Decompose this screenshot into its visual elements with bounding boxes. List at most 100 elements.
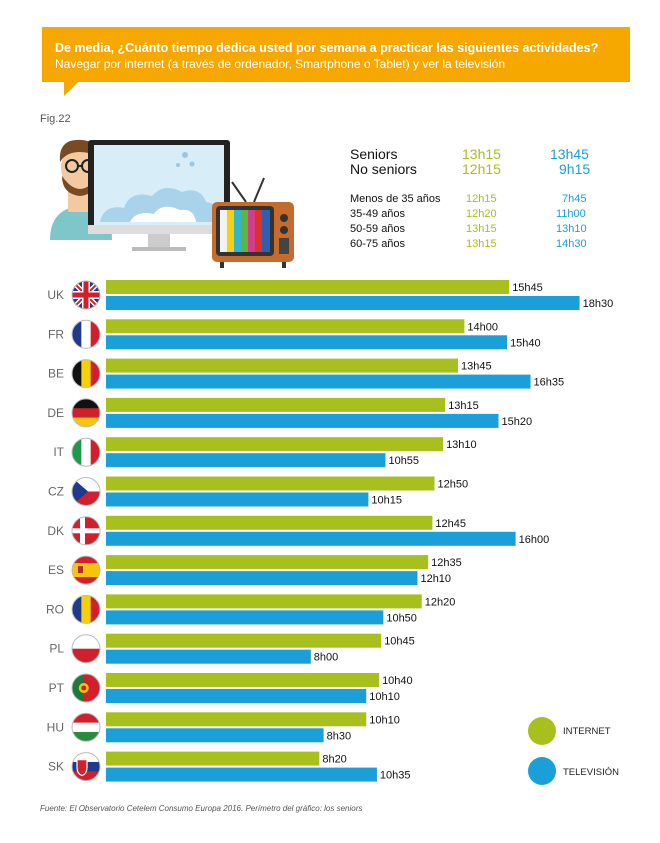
tv-value: 14h30 <box>556 238 587 250</box>
de-tv-value-label: 15h20 <box>502 416 533 428</box>
summary-row-age: 35-49 años 12h20 11h00 <box>350 208 586 220</box>
es-internet-value-label: 12h35 <box>431 557 462 569</box>
de-internet-bar <box>106 397 446 412</box>
legend-tv-label: TELEVISIÓN <box>563 767 619 778</box>
question-subtitle: Navegar por internet (a través de ordena… <box>55 57 506 71</box>
monitor-icon <box>88 140 230 251</box>
fr-tv-bar <box>106 335 508 350</box>
de-tv-bar <box>106 413 499 428</box>
dk-country-label: DK <box>47 524 64 538</box>
it-internet-bar <box>106 437 444 452</box>
dk-internet-bar <box>106 515 433 530</box>
tv-value: 7h45 <box>562 193 587 205</box>
it-tv-value-label: 10h55 <box>388 455 419 467</box>
pt-internet-bar <box>106 673 380 687</box>
pt-flag-icon <box>71 673 101 703</box>
internet-value: 13h15 <box>466 238 497 250</box>
hu-flag-icon <box>71 712 101 742</box>
be-internet-value-label: 13h45 <box>461 361 492 373</box>
cz-tv-bar <box>106 492 369 507</box>
fr-flag-icon <box>71 319 101 349</box>
ro-country-label: RO <box>46 602 64 616</box>
row-label: Seniors <box>350 146 398 162</box>
bar-chart: UK 15h45 18h30 FR 14h00 15h40 BE 13h45 16h35 DE 13… <box>46 280 614 782</box>
row-label: 60-75 años <box>350 238 406 250</box>
ro-tv-value-label: 10h50 <box>386 612 417 624</box>
es-flag-icon <box>71 555 101 585</box>
legend-internet-label: INTERNET <box>563 726 611 737</box>
pl-country-label: PL <box>49 642 64 656</box>
pl-internet-value-label: 10h45 <box>384 636 415 648</box>
fr-country-label: FR <box>48 327 64 341</box>
pt-internet-value-label: 10h40 <box>382 675 413 687</box>
it-tv-bar <box>106 453 386 468</box>
fr-tv-value-label: 15h40 <box>510 337 541 349</box>
it-country-label: IT <box>53 445 64 459</box>
it-flag-icon <box>71 437 101 467</box>
cz-tv-value-label: 10h15 <box>371 495 402 507</box>
dk-tv-value-label: 16h00 <box>519 534 550 546</box>
question-banner <box>42 27 630 82</box>
cz-country-label: CZ <box>48 485 64 499</box>
es-tv-bar <box>106 571 418 586</box>
hu-tv-value-label: 8h30 <box>327 730 351 742</box>
question-title: De media, ¿Cuánto tiempo dedica usted po… <box>55 41 599 55</box>
uk-internet-value-label: 15h45 <box>512 282 543 294</box>
be-country-label: BE <box>48 367 64 381</box>
tv-value: 11h00 <box>556 208 586 220</box>
sk-tv-value-label: 10h35 <box>380 770 411 782</box>
fr-internet-value-label: 14h00 <box>467 321 498 333</box>
tv-icon <box>212 177 294 268</box>
sk-internet-bar <box>106 751 320 766</box>
fr-internet-bar <box>106 319 465 334</box>
summary-row-no-seniors: No seniors 12h15 9h15 <box>350 161 590 177</box>
es-country-label: ES <box>48 563 64 577</box>
be-tv-value-label: 16h35 <box>534 377 565 389</box>
ro-flag-icon <box>71 594 101 624</box>
sk-internet-value-label: 8h20 <box>322 754 346 766</box>
dk-internet-value-label: 12h45 <box>435 518 466 530</box>
legend-tv-swatch <box>528 757 556 785</box>
hu-country-label: HU <box>47 720 64 734</box>
ro-internet-bar <box>106 594 422 609</box>
row-label: Menos de 35 años <box>350 193 441 205</box>
pl-internet-bar <box>106 633 382 648</box>
summary-row-seniors: Seniors 13h15 13h45 <box>350 146 589 162</box>
pt-country-label: PT <box>49 681 65 695</box>
hu-tv-bar <box>106 728 324 743</box>
hu-internet-bar <box>106 712 367 727</box>
tv-value: 13h45 <box>550 146 589 162</box>
pl-flag-icon <box>71 634 101 664</box>
pl-tv-value-label: 8h00 <box>314 652 338 664</box>
de-internet-value-label: 13h15 <box>448 400 479 412</box>
illustration <box>50 139 294 268</box>
internet-value: 13h15 <box>466 223 497 235</box>
sk-country-label: SK <box>48 760 64 774</box>
summary-row-age: Menos de 35 años 12h15 7h45 <box>350 193 586 205</box>
sk-tv-bar <box>106 767 377 782</box>
hu-internet-value-label: 10h10 <box>369 714 400 726</box>
figure-label: Fig.22 <box>40 113 71 125</box>
uk-tv-bar <box>106 296 580 310</box>
legend-internet-swatch <box>528 717 556 745</box>
summary-row-age: 50-59 años 13h15 13h10 <box>350 223 587 235</box>
cz-internet-bar <box>106 476 435 491</box>
source-note: Fuente: El Observatorio Cetelem Consumo … <box>40 804 363 813</box>
dk-tv-bar <box>106 531 516 546</box>
uk-country-label: UK <box>47 288 64 302</box>
cz-flag-icon <box>71 477 101 506</box>
uk-tv-value-label: 18h30 <box>583 298 614 310</box>
cz-internet-value-label: 12h50 <box>438 479 469 491</box>
uk-internet-bar <box>106 280 510 294</box>
de-country-label: DE <box>47 406 64 420</box>
dk-flag-icon <box>71 516 101 546</box>
summary-row-age: 60-75 años 13h15 14h30 <box>350 238 587 250</box>
internet-value: 13h15 <box>462 146 501 162</box>
ro-internet-value-label: 12h20 <box>425 596 456 608</box>
de-flag-icon <box>71 398 101 428</box>
row-label: 50-59 años <box>350 223 406 235</box>
uk-flag-icon <box>71 280 101 310</box>
row-label: No seniors <box>350 161 417 177</box>
internet-value: 12h15 <box>462 161 501 177</box>
internet-value: 12h20 <box>466 208 497 220</box>
